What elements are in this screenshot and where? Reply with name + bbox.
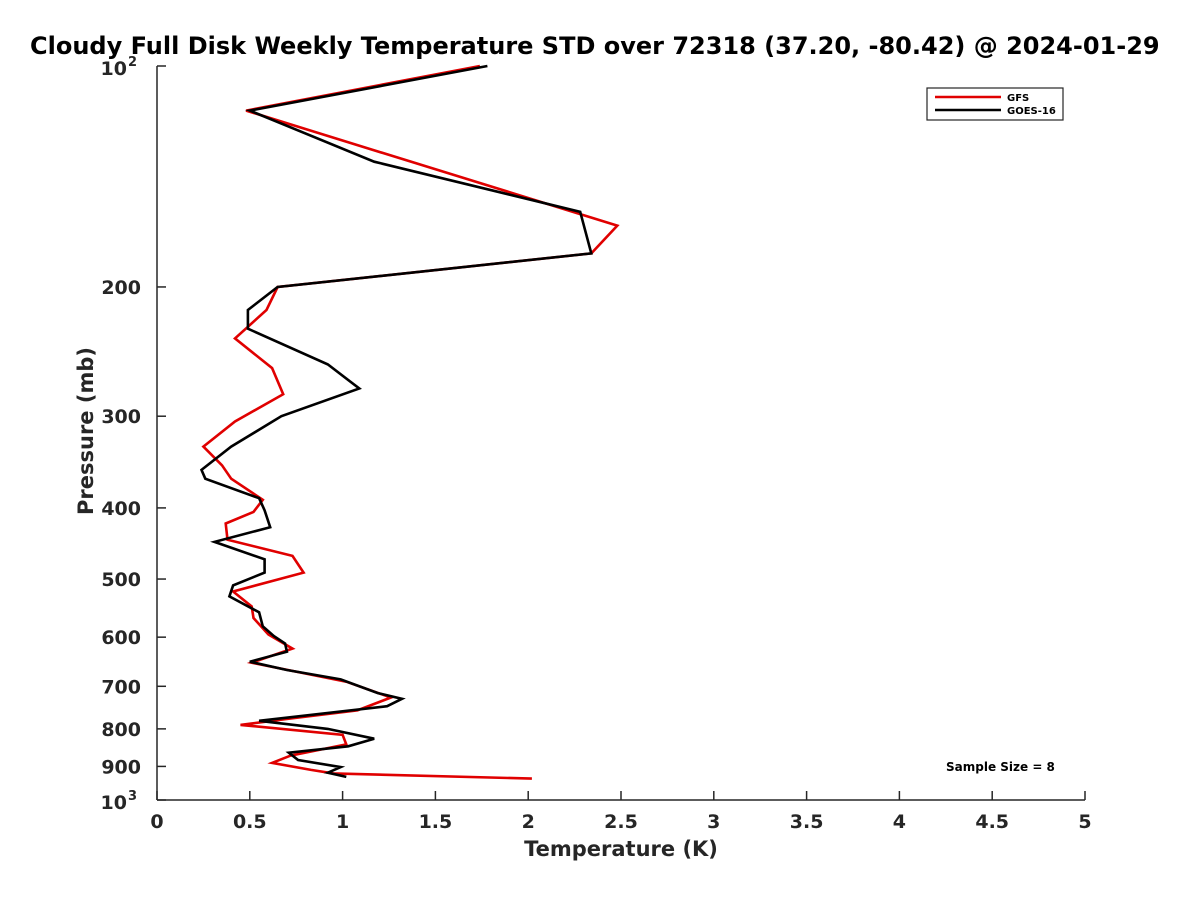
series-line-goes-16 [199,64,593,779]
y-tick-label: 300 [101,406,141,428]
x-tick-label: 0.5 [233,811,267,833]
y-tick-label: 500 [101,569,141,591]
x-tick-label: 2 [522,811,535,833]
x-tick-label: 0 [150,811,163,833]
y-tick-label: 800 [101,719,141,741]
chart-title: Cloudy Full Disk Weekly Temperature STD … [30,32,1160,60]
y-tick-label-exponent: 3 [128,789,137,804]
x-tick-label: 4 [893,811,906,833]
legend-box [926,87,1064,121]
legend-label: GOES-16 [1007,106,1056,117]
y-tick-label-base: 10 [101,792,127,814]
x-tick-label: 2.5 [604,811,638,833]
y-tick-label: 200 [101,277,141,299]
legend: GFS GOES-16 [926,87,1064,121]
x-axis-label: Temperature (K) [524,837,718,861]
series-line-gfs [201,64,620,780]
y-tick-label: 400 [101,498,141,520]
x-tick-label: 3 [707,811,720,833]
x-ticks: 0 0.5 1 1.5 2 2.5 3 3.5 4 4.5 5 [150,791,1092,833]
y-tick-label-exponent: 2 [128,55,137,70]
sample-size-annotation: Sample Size = 8 [946,760,1055,774]
x-tick-label: 5 [1078,811,1091,833]
series-layer [199,64,620,780]
x-tick-label: 1.5 [419,811,453,833]
legend-label: GFS [1007,93,1029,104]
y-axis-label: Pressure (mb) [74,347,98,515]
x-tick-label: 1 [336,811,349,833]
x-tick-label: 3.5 [790,811,824,833]
plot-area: 0 0.5 1 1.5 2 2.5 3 3.5 4 4.5 5 10 2200300400500600… [101,55,1092,833]
y-tick-label: 700 [101,676,141,698]
x-tick-label: 4.5 [975,811,1009,833]
y-tick-label-base: 10 [101,58,127,80]
y-tick-label: 600 [101,627,141,649]
y-tick-label: 900 [101,756,141,778]
